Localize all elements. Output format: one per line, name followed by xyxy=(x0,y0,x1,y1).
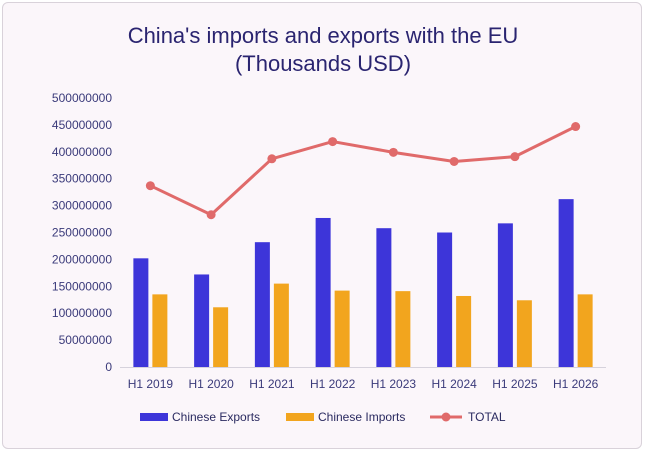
bar-chinese-imports xyxy=(152,294,168,367)
legend: Chinese Exports Chinese Imports TOTAL xyxy=(140,410,506,424)
y-tick-label: 250000000 xyxy=(52,226,112,240)
total-point xyxy=(206,210,216,220)
bar-chinese-imports xyxy=(456,295,472,367)
y-tick-label: 350000000 xyxy=(52,172,112,186)
x-tick-label: H1 2026 xyxy=(553,377,599,391)
y-tick-label: 450000000 xyxy=(52,118,112,132)
total-line-group xyxy=(145,122,581,220)
total-point xyxy=(571,122,581,132)
bar-chinese-exports xyxy=(315,217,331,367)
total-point xyxy=(449,156,459,166)
x-tick-label: H1 2023 xyxy=(371,377,417,391)
bar-chinese-imports xyxy=(273,283,289,367)
chart-title: China's imports and exports with the EU xyxy=(127,23,519,48)
y-tick-label: 400000000 xyxy=(52,145,112,159)
y-tick-label: 100000000 xyxy=(52,306,112,320)
x-axis: H1 2019 H1 2020 H1 2021 H1 2022 H1 2023 H1 20… xyxy=(120,367,606,391)
bar-chinese-exports xyxy=(376,228,392,367)
x-tick-label: H1 2020 xyxy=(188,377,234,391)
bar-chinese-imports xyxy=(213,307,229,367)
total-line xyxy=(149,125,577,217)
legend-swatch-imports xyxy=(286,413,314,421)
x-tick-label: H1 2021 xyxy=(249,377,295,391)
bar-chinese-exports xyxy=(254,242,270,367)
bar-chinese-imports xyxy=(577,294,593,367)
bar-chinese-exports xyxy=(497,223,513,367)
legend-label-exports: Chinese Exports xyxy=(172,410,260,424)
bar-chinese-exports xyxy=(558,199,574,367)
legend-label-total: TOTAL xyxy=(468,410,506,424)
x-tick-label: H1 2019 xyxy=(128,377,174,391)
bar-chinese-imports xyxy=(516,300,532,367)
y-tick-label: 50000000 xyxy=(59,333,113,347)
legend-marker-total xyxy=(441,412,451,422)
y-tick-label: 200000000 xyxy=(52,252,112,266)
x-tick-label: H1 2022 xyxy=(310,377,356,391)
y-tick-label: 500000000 xyxy=(52,91,112,105)
bar-chinese-exports xyxy=(437,232,453,367)
total-point xyxy=(267,154,277,164)
total-point xyxy=(145,181,155,191)
chart-subtitle: (Thousands USD) xyxy=(234,51,412,76)
y-axis: 0 50000000 100000000 150000000 200000000 2500… xyxy=(52,91,112,374)
legend-swatch-exports xyxy=(140,413,168,421)
bar-chinese-imports xyxy=(334,290,350,367)
bar-chinese-exports xyxy=(133,258,149,367)
x-tick-label: H1 2024 xyxy=(431,377,477,391)
total-point xyxy=(388,147,398,157)
total-point xyxy=(328,137,338,147)
bar-chinese-imports xyxy=(395,291,411,367)
x-tick-label: H1 2025 xyxy=(492,377,538,391)
legend-label-imports: Chinese Imports xyxy=(318,410,405,424)
y-tick-label: 0 xyxy=(105,360,112,374)
y-tick-label: 150000000 xyxy=(52,279,112,293)
bar-chinese-exports xyxy=(194,274,210,367)
bar-group xyxy=(133,199,593,367)
y-tick-label: 300000000 xyxy=(52,199,112,213)
total-point xyxy=(510,152,520,162)
